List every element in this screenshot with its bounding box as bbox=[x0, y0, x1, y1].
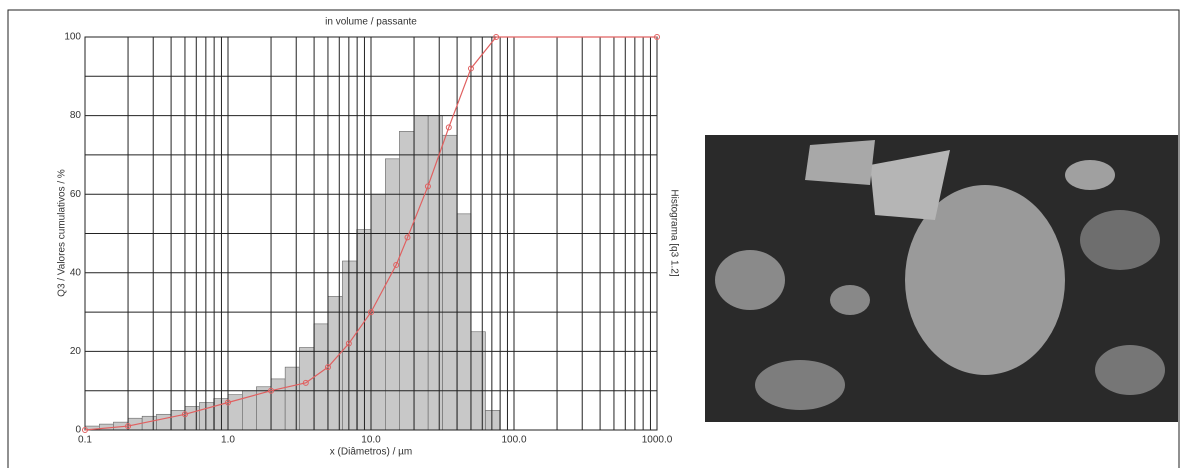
bar bbox=[271, 379, 285, 430]
y-tick-label: 40 bbox=[70, 267, 82, 278]
y-tick-label: 20 bbox=[70, 346, 82, 357]
x-tick-label: 1000.0 bbox=[642, 435, 673, 446]
x-tick-label: 1.0 bbox=[221, 435, 235, 446]
bar bbox=[328, 296, 342, 430]
bar bbox=[385, 159, 399, 430]
bar bbox=[457, 214, 471, 430]
x-axis-label: x (Diâmetros) / µm bbox=[330, 447, 412, 458]
bar bbox=[399, 131, 414, 430]
bar bbox=[314, 324, 328, 430]
bar bbox=[485, 410, 499, 430]
y-tick-label: 60 bbox=[70, 189, 82, 200]
x-tick-label: 0.1 bbox=[78, 435, 92, 446]
figure: in volume / passante Q3 / Valores cumula… bbox=[0, 0, 1187, 468]
bar bbox=[442, 135, 456, 430]
y-tick-label: 0 bbox=[75, 425, 81, 436]
x-tick-label: 10.0 bbox=[361, 435, 381, 446]
chart-title: in volume / passante bbox=[325, 17, 417, 28]
bar bbox=[185, 406, 199, 430]
bar bbox=[299, 347, 313, 430]
sem-photo bbox=[705, 135, 1178, 422]
y-axis-label: Q3 / Valores cumulativos / % bbox=[57, 169, 68, 297]
bar bbox=[285, 367, 299, 430]
bar bbox=[471, 332, 485, 430]
y2-axis-label: Histograma [q3 1.2] bbox=[668, 189, 679, 276]
y-tick-label: 80 bbox=[70, 110, 82, 121]
page: {"chart_data": {"type": "histogram", "ti… bbox=[0, 0, 1187, 468]
x-tick-label: 100.0 bbox=[501, 435, 526, 446]
bar bbox=[156, 414, 170, 430]
y-tick-label: 100 bbox=[64, 32, 81, 43]
